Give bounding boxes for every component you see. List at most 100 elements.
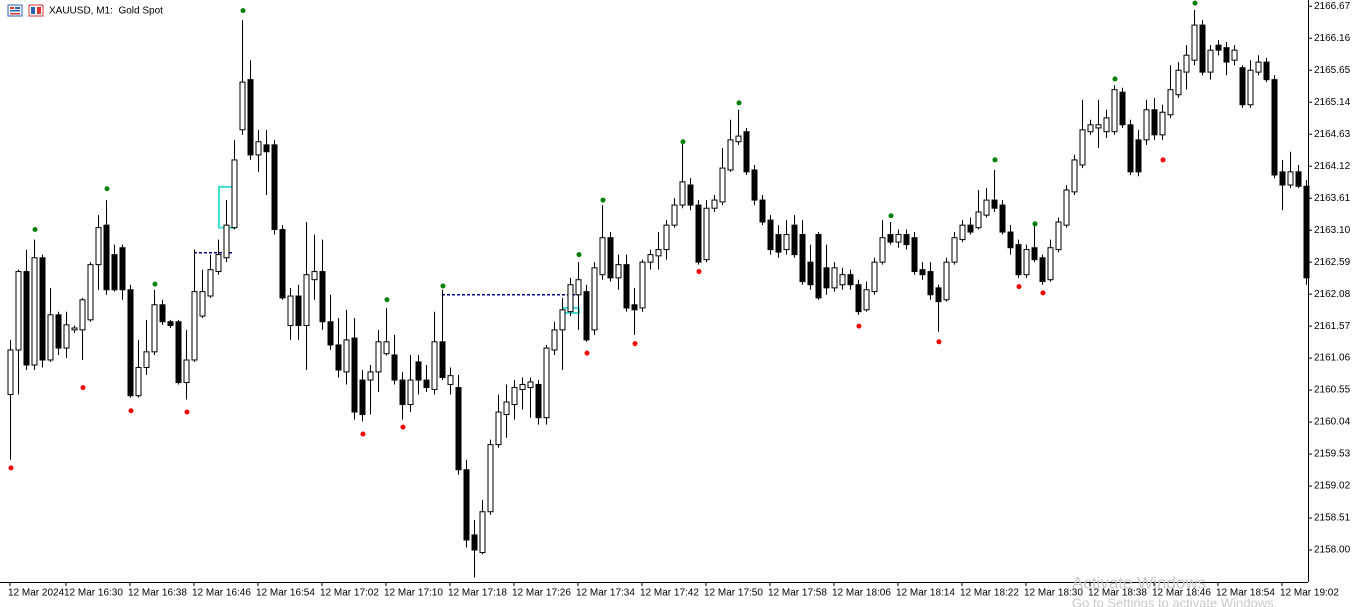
candle-body-up — [7, 349, 14, 395]
candle-body-down — [1151, 109, 1158, 136]
y-tick-label: 2162.59 — [1314, 257, 1351, 268]
candle-body-up — [575, 279, 582, 296]
x-tick-label: 12 Mar 18:54 — [1216, 588, 1275, 599]
x-tick-label: 12 Mar 18:06 — [832, 588, 891, 599]
fractal-up — [576, 252, 582, 258]
candle-body-up — [375, 341, 382, 373]
candle-body-down — [1223, 47, 1230, 63]
candle-body-up — [207, 269, 214, 297]
y-tick-label: 2166.16 — [1314, 33, 1351, 44]
candle-body-up — [1047, 247, 1054, 281]
candle-body-up — [647, 254, 654, 263]
candle-body-up — [735, 135, 742, 143]
y-tick-label: 2161.06 — [1314, 353, 1351, 364]
candle-body-down — [335, 344, 342, 371]
candle-body-up — [79, 299, 86, 331]
candle-body-down — [263, 144, 270, 153]
icon-bar — [15, 7, 20, 9]
y-tick-label: 2159.02 — [1314, 481, 1351, 492]
y-tick-label: 2163.61 — [1314, 193, 1351, 204]
candle-body-up — [231, 159, 238, 229]
y-tick-label: 2161.57 — [1314, 321, 1351, 332]
candle-body-down — [607, 237, 614, 279]
icon-bar — [10, 7, 14, 9]
fractal-up — [32, 227, 38, 233]
candle-body-down — [767, 219, 774, 251]
x-tick-label: 12 Mar 18:38 — [1088, 588, 1147, 599]
fractal-down — [360, 431, 366, 437]
candle-body-down — [1279, 171, 1286, 186]
candle-body-down — [247, 79, 254, 156]
candle-body-down — [1215, 44, 1222, 51]
candle-body-up — [615, 264, 622, 279]
candle-body-up — [1287, 171, 1294, 186]
candle-body-up — [599, 237, 606, 276]
candle-body-down — [319, 271, 326, 323]
x-tick-label: 12 Mar 17:26 — [512, 588, 571, 599]
icon-bar — [10, 13, 20, 15]
candle-body-down — [695, 204, 702, 263]
x-tick-label: 12 Mar 18:30 — [1024, 588, 1083, 599]
candle-body-down — [1119, 91, 1126, 126]
candle-body-down — [159, 304, 166, 323]
candle-body-down — [999, 204, 1006, 233]
fractal-down — [80, 385, 86, 391]
fractal-up — [888, 213, 894, 219]
candle-body-up — [191, 291, 198, 361]
candle-body-up — [87, 264, 94, 321]
candle-body-down — [1295, 171, 1302, 187]
candle-body-up — [239, 81, 246, 131]
y-tick-label: 2166.67 — [1314, 1, 1351, 12]
candle-body-down — [903, 234, 910, 246]
fractal-up — [1192, 0, 1198, 6]
y-tick-label: 2165.14 — [1314, 97, 1351, 108]
candle-body-up — [879, 237, 886, 263]
candle-body-down — [279, 229, 286, 299]
candle-body-down — [399, 379, 406, 406]
x-tick-label: 12 Mar 19:02 — [1280, 588, 1339, 599]
candle-body-up — [199, 291, 206, 317]
candle-body-down — [423, 379, 430, 389]
candle-body-up — [1231, 49, 1238, 61]
candle-body-up — [367, 371, 374, 381]
candle-body-down — [911, 237, 918, 273]
candle-body-down — [1239, 67, 1246, 106]
candle-body-down — [1127, 124, 1134, 173]
candle-body-up — [871, 261, 878, 293]
x-tick-label: 12 Mar 18:14 — [896, 588, 955, 599]
candle-body-up — [519, 383, 526, 390]
candle-body-up — [1175, 69, 1182, 96]
y-tick-label: 2165.65 — [1314, 65, 1351, 76]
candle-body-down — [751, 169, 758, 201]
candle-body-down — [1271, 79, 1278, 176]
candle-body-down — [119, 247, 126, 291]
candle-body-up — [543, 347, 550, 419]
candle-body-down — [1135, 139, 1142, 173]
candle-body-down — [535, 383, 542, 419]
fractal-up — [680, 139, 686, 145]
candle-body-down — [327, 321, 334, 346]
candle-body-down — [39, 257, 46, 361]
fractal-up — [992, 157, 998, 163]
y-tick-label: 2164.12 — [1314, 161, 1351, 172]
candle-body-down — [631, 304, 638, 311]
candle-body-up — [303, 274, 310, 326]
candle-body-up — [943, 261, 950, 301]
icon-frame — [28, 4, 44, 17]
candle-body-up — [567, 284, 574, 313]
fractal-up — [1032, 221, 1038, 227]
fractal-down — [632, 341, 638, 347]
candle-body-up — [15, 271, 22, 351]
candle-body-down — [743, 131, 750, 173]
candle-body-up — [1183, 54, 1190, 73]
candle-body-down — [935, 287, 942, 303]
x-tick-label: 12 Mar 17:42 — [640, 588, 699, 599]
candle-body-down — [623, 264, 630, 309]
candle-body-up — [655, 249, 662, 257]
fractal-down — [584, 350, 590, 356]
candle-body-up — [959, 224, 966, 241]
candle-body-up — [431, 341, 438, 390]
candle-body-up — [951, 237, 958, 263]
candle-body-up — [143, 351, 150, 369]
candle-body-up — [671, 204, 678, 226]
